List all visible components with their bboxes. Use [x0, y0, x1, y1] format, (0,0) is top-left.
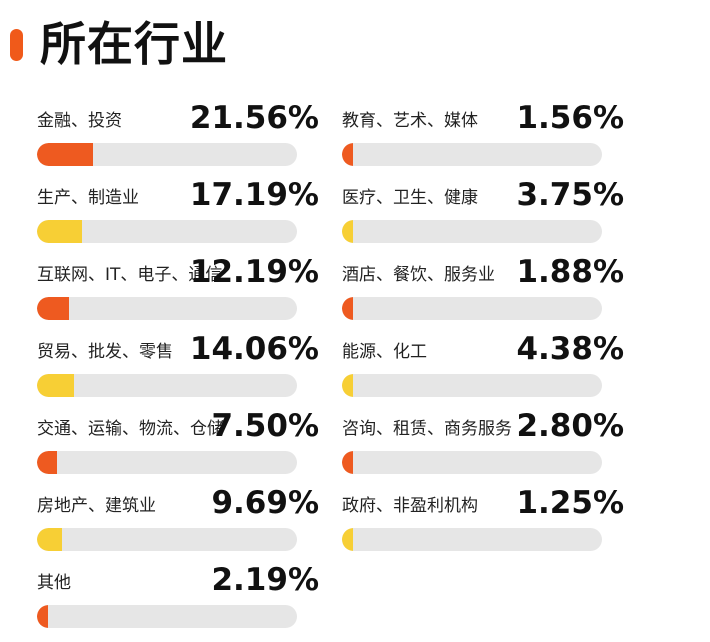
bar-track [37, 451, 297, 474]
bar-fill [37, 143, 94, 166]
industry-label: 生产、制造业 [37, 188, 139, 208]
bar-fill [37, 297, 69, 320]
industry-item: 金融、投资 21.56% [37, 98, 319, 168]
bar-fill [342, 297, 353, 320]
bar-track [37, 297, 297, 320]
bar-fill [342, 143, 353, 166]
bar-fill [37, 220, 82, 243]
bar-track [342, 220, 602, 243]
industry-value: 3.75% [516, 177, 624, 213]
industry-item: 咨询、租赁、商务服务 2.80% [342, 406, 624, 476]
bar-fill [342, 220, 353, 243]
industry-label: 政府、非盈利机构 [342, 496, 478, 516]
bar-fill [342, 528, 353, 551]
industry-item: 互联网、IT、电子、通信 12.19% [37, 252, 319, 322]
bar-fill [37, 374, 74, 397]
bar-fill [342, 451, 353, 474]
bar-track [342, 451, 602, 474]
industry-item: 政府、非盈利机构 1.25% [342, 483, 624, 553]
bar-fill [37, 528, 63, 551]
industry-value: 17.19% [189, 177, 319, 213]
industry-item: 生产、制造业 17.19% [37, 175, 319, 245]
industry-label: 医疗、卫生、健康 [342, 188, 478, 208]
industry-label: 金融、投资 [37, 111, 122, 131]
bar-fill [37, 451, 57, 474]
industry-label: 教育、艺术、媒体 [342, 111, 478, 131]
bar-track [342, 528, 602, 551]
industry-value: 9.69% [211, 485, 319, 521]
industry-item: 酒店、餐饮、服务业 1.88% [342, 252, 624, 322]
page-title: 所在行业 [40, 17, 228, 71]
industry-value: 2.19% [211, 562, 319, 598]
industry-value: 1.25% [516, 485, 624, 521]
bar-fill [342, 374, 354, 397]
industry-value: 4.38% [516, 331, 624, 367]
industry-label: 酒店、餐饮、服务业 [342, 265, 495, 285]
bar-track [37, 220, 297, 243]
bar-fill [37, 605, 48, 628]
industry-label: 能源、化工 [342, 342, 427, 362]
industry-item: 房地产、建筑业 9.69% [37, 483, 319, 553]
bar-track [37, 143, 297, 166]
industry-value: 12.19% [189, 254, 319, 290]
industry-item: 交通、运输、物流、仓储 7.50% [37, 406, 319, 476]
industry-value: 21.56% [189, 100, 319, 136]
bar-track [342, 374, 602, 397]
industry-value: 14.06% [189, 331, 319, 367]
industry-label: 贸易、批发、零售 [37, 342, 173, 362]
industry-value: 1.56% [516, 100, 624, 136]
industry-item: 贸易、批发、零售 14.06% [37, 329, 319, 399]
title-accent-bar [10, 29, 23, 61]
industry-value: 2.80% [516, 408, 624, 444]
industry-label: 咨询、租赁、商务服务 [342, 419, 512, 439]
bar-track [37, 374, 297, 397]
industry-label: 其他 [37, 573, 71, 593]
bar-track [37, 528, 297, 551]
industry-item: 医疗、卫生、健康 3.75% [342, 175, 624, 245]
industry-label: 房地产、建筑业 [37, 496, 156, 516]
industry-value: 1.88% [516, 254, 624, 290]
industry-value: 7.50% [211, 408, 319, 444]
industry-item: 其他 2.19% [37, 560, 319, 630]
bar-track [342, 297, 602, 320]
industry-item: 教育、艺术、媒体 1.56% [342, 98, 624, 168]
bar-track [342, 143, 602, 166]
industry-label: 互联网、IT、电子、通信 [37, 265, 223, 285]
bar-track [37, 605, 297, 628]
industry-item: 能源、化工 4.38% [342, 329, 624, 399]
industry-label: 交通、运输、物流、仓储 [37, 419, 224, 439]
